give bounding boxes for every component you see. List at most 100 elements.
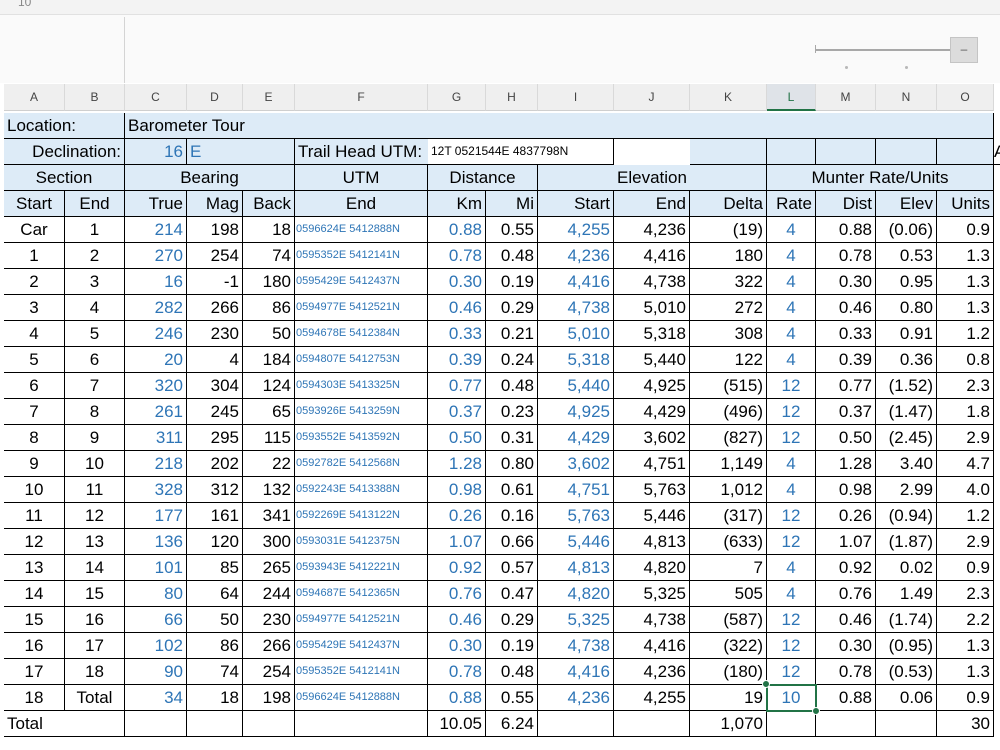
bearing-true-cell[interactable]: 20 — [125, 347, 187, 373]
bearing-mag-cell[interactable]: 295 — [187, 425, 243, 451]
munter-elev-cell[interactable]: 2.99 — [876, 477, 937, 503]
end-cell[interactable]: 17 — [65, 633, 125, 659]
bearing-true-cell[interactable]: 246 — [125, 321, 187, 347]
bearing-mag-cell[interactable]: 4 — [187, 347, 243, 373]
dist-km-cell[interactable]: 0.78 — [428, 243, 486, 269]
munter-rate-cell[interactable]: 12 — [767, 503, 816, 529]
elev-start-cell[interactable]: 4,416 — [538, 269, 614, 295]
munter-dist-cell[interactable]: 0.37 — [816, 399, 876, 425]
elev-end-cell[interactable]: 4,236 — [614, 217, 690, 243]
munter-units-cell[interactable]: 2.9 — [937, 425, 994, 451]
elev-end-cell[interactable]: 5,446 — [614, 503, 690, 529]
bearing-back-cell[interactable]: 230 — [243, 607, 295, 633]
elev-start-cell[interactable]: 5,325 — [538, 607, 614, 633]
end-cell[interactable]: 7 — [65, 373, 125, 399]
munter-elev-cell[interactable]: 0.80 — [876, 295, 937, 321]
elev-start-cell[interactable]: 5,763 — [538, 503, 614, 529]
sub-header-start[interactable]: Start — [538, 191, 614, 217]
distance-header[interactable]: Distance — [428, 165, 538, 191]
utm-end-cell[interactable]: 0595352E 5412141N — [295, 243, 428, 269]
elev-end-cell[interactable]: 5,440 — [614, 347, 690, 373]
start-cell[interactable]: 5 — [4, 347, 65, 373]
elev-delta-cell[interactable]: (322) — [690, 633, 767, 659]
dist-mi-cell[interactable]: 0.21 — [486, 321, 538, 347]
munter-rate-cell[interactable]: 4 — [767, 217, 816, 243]
utm-end-cell[interactable]: 0593943E 5412221N — [295, 555, 428, 581]
dist-km-cell[interactable]: 0.30 — [428, 633, 486, 659]
utm-end-cell[interactable]: 0593926E 5413259N — [295, 399, 428, 425]
end-cell[interactable]: 10 — [65, 451, 125, 477]
elev-delta-cell[interactable]: 122 — [690, 347, 767, 373]
munter-units-cell[interactable]: 2.3 — [937, 581, 994, 607]
sub-header-dist[interactable]: Dist — [816, 191, 876, 217]
bearing-true-cell[interactable]: 90 — [125, 659, 187, 685]
munter-units-cell[interactable]: 1.3 — [937, 295, 994, 321]
dist-km-cell[interactable]: 0.46 — [428, 607, 486, 633]
end-cell[interactable]: 18 — [65, 659, 125, 685]
dist-km-cell[interactable]: 0.33 — [428, 321, 486, 347]
bearing-mag-cell[interactable]: 266 — [187, 295, 243, 321]
munter-dist-cell[interactable]: 0.77 — [816, 373, 876, 399]
elev-end-cell[interactable]: 4,738 — [614, 269, 690, 295]
bearing-back-cell[interactable]: 74 — [243, 243, 295, 269]
munter-units-cell[interactable]: 1.3 — [937, 659, 994, 685]
munter-rate-cell[interactable]: 4 — [767, 295, 816, 321]
bearing-true-cell[interactable]: 311 — [125, 425, 187, 451]
utm-end-cell[interactable]: 0594977E 5412521N — [295, 607, 428, 633]
total-label[interactable]: Total — [4, 711, 125, 737]
munter-units-cell[interactable]: 1.2 — [937, 321, 994, 347]
section-header[interactable]: Section — [4, 165, 125, 191]
munter-dist-cell[interactable]: 0.50 — [816, 425, 876, 451]
dist-mi-cell[interactable]: 0.16 — [486, 503, 538, 529]
bearing-header[interactable]: Bearing — [125, 165, 295, 191]
end-cell[interactable]: 8 — [65, 399, 125, 425]
declination-direction[interactable]: E — [187, 139, 295, 165]
elev-start-cell[interactable]: 4,255 — [538, 217, 614, 243]
elev-end-cell[interactable]: 4,416 — [614, 243, 690, 269]
sub-header-units[interactable]: Units — [937, 191, 994, 217]
start-cell[interactable]: 2 — [4, 269, 65, 295]
munter-elev-cell[interactable]: 3.40 — [876, 451, 937, 477]
start-cell[interactable]: 17 — [4, 659, 65, 685]
munter-elev-cell[interactable]: 0.53 — [876, 243, 937, 269]
elev-end-cell[interactable]: 4,751 — [614, 451, 690, 477]
munter-units-cell[interactable]: 1.2 — [937, 503, 994, 529]
sub-header-back[interactable]: Back — [243, 191, 295, 217]
bearing-mag-cell[interactable]: 312 — [187, 477, 243, 503]
dist-mi-cell[interactable]: 0.47 — [486, 581, 538, 607]
elev-delta-cell[interactable]: (19) — [690, 217, 767, 243]
sub-header-end[interactable]: End — [295, 191, 428, 217]
start-cell[interactable]: 8 — [4, 425, 65, 451]
munter-rate-cell[interactable]: 12 — [767, 607, 816, 633]
elev-start-cell[interactable]: 4,416 — [538, 659, 614, 685]
dist-km-cell[interactable]: 0.78 — [428, 659, 486, 685]
munter-elev-cell[interactable]: (0.95) — [876, 633, 937, 659]
dist-km-cell[interactable]: 0.39 — [428, 347, 486, 373]
munter-dist-cell[interactable]: 0.88 — [816, 217, 876, 243]
dist-mi-cell[interactable]: 0.19 — [486, 633, 538, 659]
dist-mi-cell[interactable]: 0.24 — [486, 347, 538, 373]
empty-cell[interactable] — [876, 711, 937, 737]
bearing-true-cell[interactable]: 282 — [125, 295, 187, 321]
munter-dist-cell[interactable]: 0.30 — [816, 269, 876, 295]
elev-delta-cell[interactable]: 180 — [690, 243, 767, 269]
empty-cell[interactable] — [937, 139, 994, 165]
elev-delta-cell[interactable]: (515) — [690, 373, 767, 399]
munter-dist-cell[interactable]: 0.88 — [816, 685, 876, 711]
start-cell[interactable]: 1 — [4, 243, 65, 269]
elev-start-cell[interactable]: 4,820 — [538, 581, 614, 607]
start-cell[interactable]: 18 — [4, 685, 65, 711]
munter-rate-cell[interactable]: 4 — [767, 347, 816, 373]
bearing-mag-cell[interactable]: -1 — [187, 269, 243, 295]
munter-dist-cell[interactable]: 1.28 — [816, 451, 876, 477]
munter-rate-cell[interactable]: 12 — [767, 399, 816, 425]
bearing-mag-cell[interactable]: 161 — [187, 503, 243, 529]
munter-dist-cell[interactable]: 0.98 — [816, 477, 876, 503]
bearing-mag-cell[interactable]: 50 — [187, 607, 243, 633]
bearing-mag-cell[interactable]: 85 — [187, 555, 243, 581]
elev-end-cell[interactable]: 5,318 — [614, 321, 690, 347]
column-header-b[interactable]: B — [65, 84, 125, 111]
total-delta[interactable]: 1,070 — [690, 711, 767, 737]
dist-km-cell[interactable]: 0.92 — [428, 555, 486, 581]
munter-rate-cell[interactable]: 12 — [767, 425, 816, 451]
